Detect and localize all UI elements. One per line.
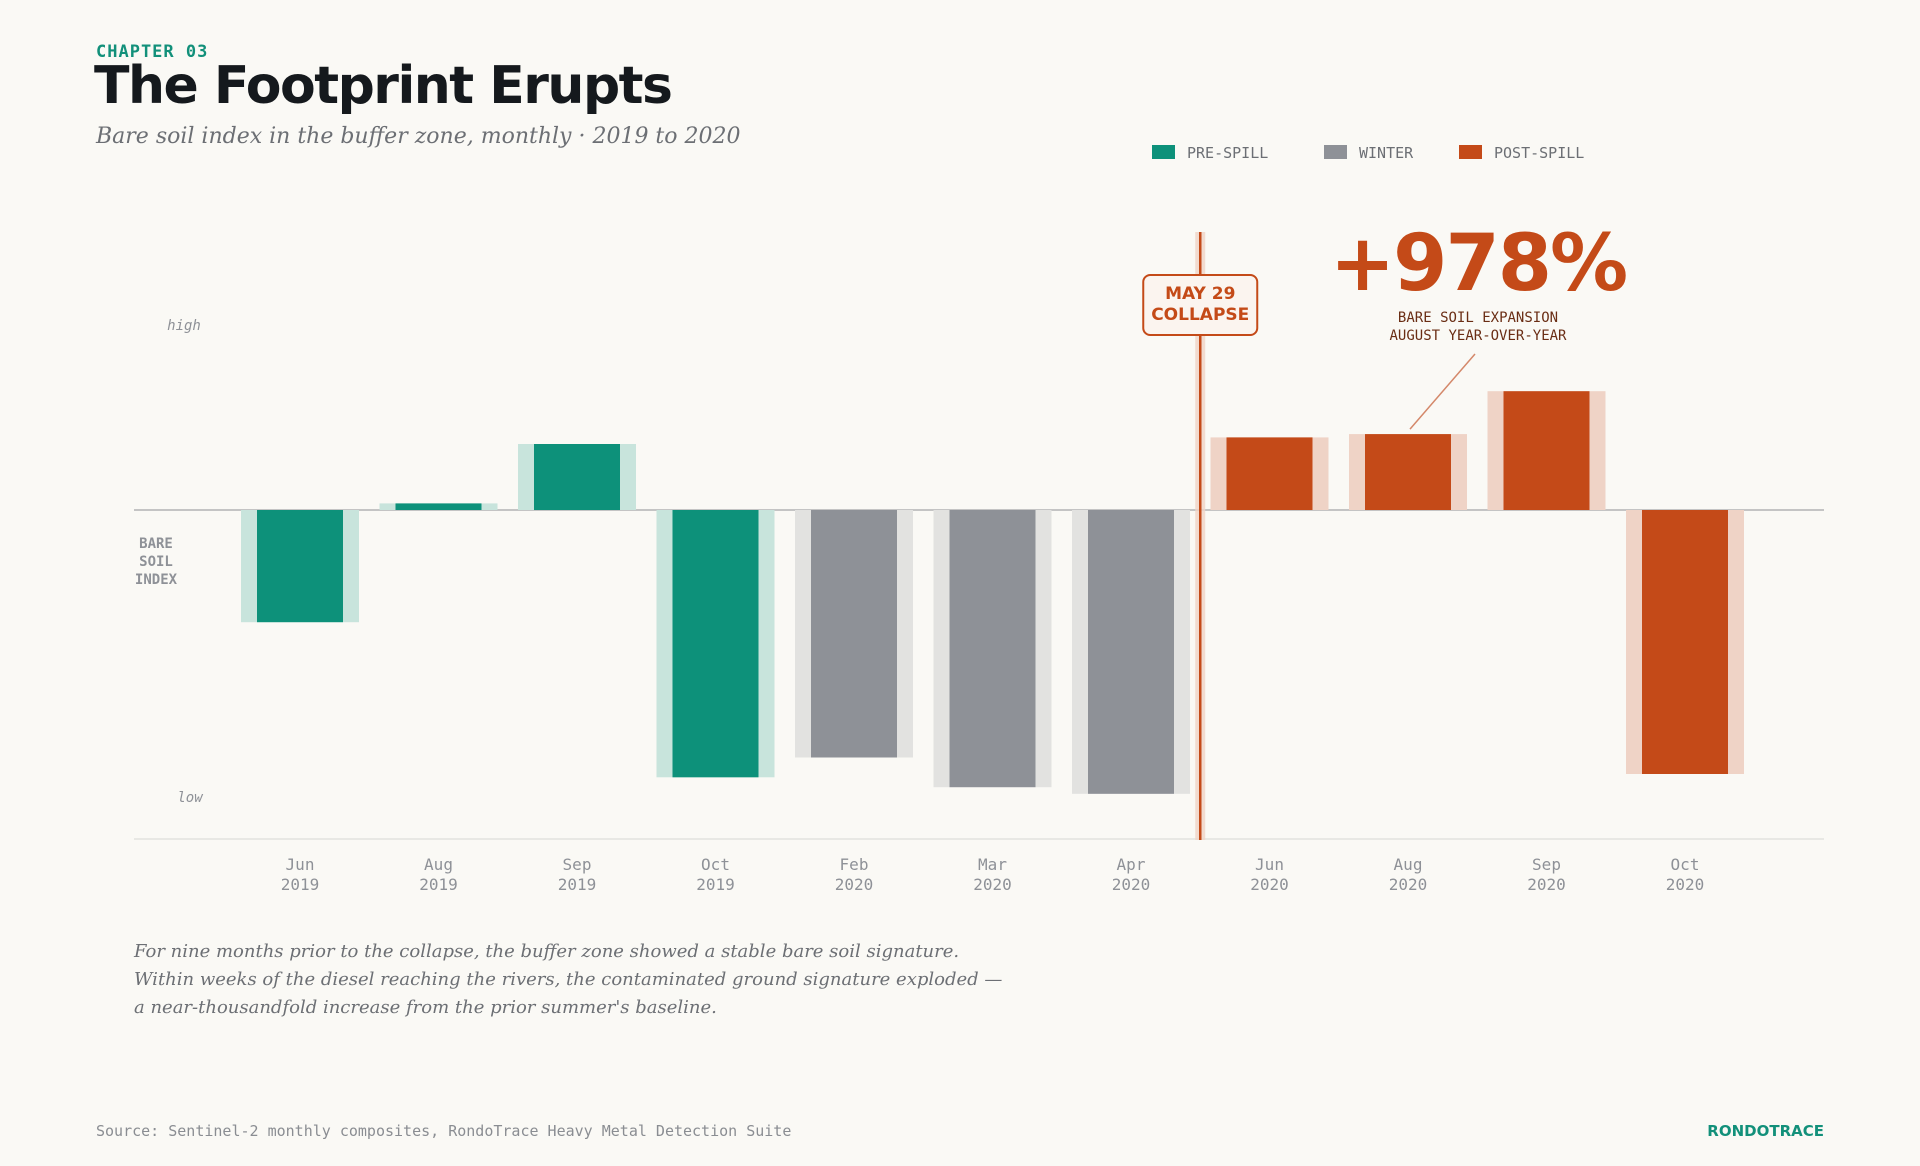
page-subtitle: Bare soil index in the buffer zone, mont… — [96, 124, 741, 149]
x-tick-year: 2020 — [1112, 875, 1151, 894]
x-tick-month: Aug — [1394, 855, 1423, 874]
x-tick-month: Oct — [701, 855, 730, 874]
y-axis-label: BARE — [139, 536, 173, 552]
x-tick-month: Aug — [424, 855, 453, 874]
legend-swatch — [1459, 145, 1482, 159]
bar — [1503, 391, 1590, 510]
y-high-label: high — [167, 318, 201, 334]
x-tick-month: Mar — [978, 855, 1007, 874]
x-tick-month: Jun — [286, 855, 315, 874]
bar — [1088, 510, 1174, 794]
x-tick-year: 2020 — [1250, 875, 1289, 894]
x-tick-year: 2019 — [696, 875, 735, 894]
legend-swatch — [1152, 145, 1175, 159]
y-axis-label: INDEX — [135, 572, 178, 588]
callout-leader-line — [1409, 353, 1476, 430]
event-label-text: COLLAPSE — [1151, 305, 1249, 325]
bar — [1642, 510, 1728, 774]
callout-line2: AUGUST YEAR-OVER-YEAR — [1389, 328, 1567, 344]
x-tick-year: 2020 — [1389, 875, 1428, 894]
y-low-label: low — [177, 790, 203, 806]
brand-logo: RONDOTRACE — [1707, 1122, 1824, 1140]
bar — [395, 503, 482, 510]
x-tick-month: Oct — [1671, 855, 1700, 874]
callout-line1: BARE SOIL EXPANSION — [1398, 310, 1558, 326]
x-tick-year: 2020 — [1527, 875, 1566, 894]
bar — [1226, 437, 1313, 510]
event-label-box — [1142, 274, 1259, 336]
x-tick-year: 2019 — [558, 875, 597, 894]
x-tick-month: Feb — [840, 855, 869, 874]
bar — [672, 510, 759, 778]
bar — [949, 510, 1036, 788]
page-title: The Footprint Erupts — [94, 56, 673, 116]
bar — [534, 444, 620, 510]
bar — [257, 510, 343, 623]
legend-label: POST-SPILL — [1494, 144, 1584, 162]
x-tick-year: 2020 — [1666, 875, 1705, 894]
legend-label: PRE-SPILL — [1187, 144, 1268, 162]
x-tick-year: 2020 — [973, 875, 1012, 894]
callout-value: +978% — [1330, 219, 1626, 309]
bar — [811, 510, 897, 758]
note-line: a near-thousandfold increase from the pr… — [134, 997, 717, 1018]
x-tick-month: Apr — [1117, 855, 1146, 874]
x-tick-year: 2019 — [419, 875, 458, 894]
note-line: Within weeks of the diesel reaching the … — [134, 969, 1003, 990]
legend-label: WINTER — [1359, 144, 1414, 162]
legend-swatch — [1324, 145, 1347, 159]
chart-note: For nine months prior to the collapse, t… — [134, 938, 1034, 1022]
x-tick-year: 2020 — [835, 875, 874, 894]
x-tick-month: Sep — [1532, 855, 1561, 874]
source-credit: Source: Sentinel-2 monthly composites, R… — [96, 1122, 792, 1140]
x-tick-year: 2019 — [281, 875, 320, 894]
y-axis-label: SOIL — [139, 554, 173, 570]
x-tick-month: Sep — [563, 855, 592, 874]
chapter-label: CHAPTER 03 — [96, 42, 209, 62]
note-line: For nine months prior to the collapse, t… — [134, 941, 960, 962]
x-tick-month: Jun — [1255, 855, 1284, 874]
event-label-date: MAY 29 — [1165, 284, 1235, 304]
bar — [1365, 434, 1451, 510]
